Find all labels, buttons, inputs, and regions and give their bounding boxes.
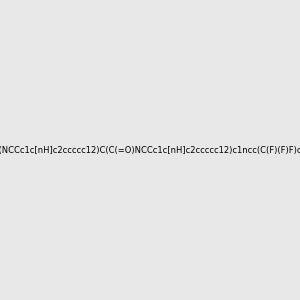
Text: O=C(NCCc1c[nH]c2ccccc12)C(C(=O)NCCc1c[nH]c2ccccc12)c1ncc(C(F)(F)F)cc1Cl: O=C(NCCc1c[nH]c2ccccc12)C(C(=O)NCCc1c[nH… xyxy=(0,146,300,154)
